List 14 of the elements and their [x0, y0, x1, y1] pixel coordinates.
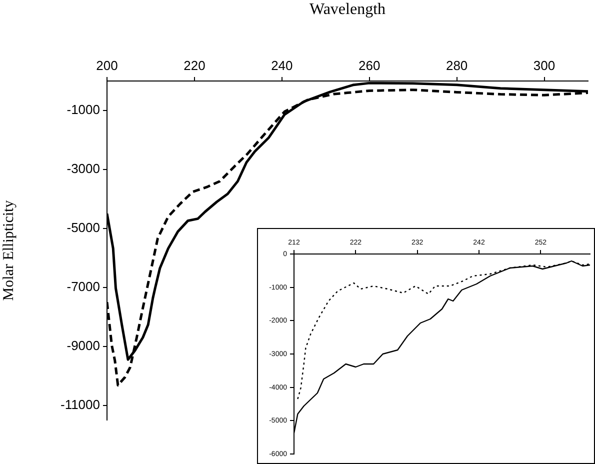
y-tick-label: -9000 — [66, 338, 100, 353]
x-tick-label: 200 — [96, 58, 118, 73]
x-axis-title: Wavelength — [309, 0, 386, 18]
y-tick-label: -3000 — [66, 161, 100, 176]
x-tick-label: 240 — [271, 58, 293, 73]
y-tick-label: -11000 — [60, 396, 100, 412]
x-tick-label: 280 — [446, 58, 468, 73]
y-tick-label: -5000 — [66, 220, 100, 235]
x-tick-label: 220 — [184, 58, 206, 73]
x-tick-label: 260 — [358, 58, 380, 73]
x-tick-label: 300 — [533, 58, 556, 73]
y-axis-title: Molar Ellipticity — [0, 200, 17, 301]
y-tick-label: -1000 — [66, 102, 100, 118]
y-tick-label: -7000 — [66, 278, 100, 294]
